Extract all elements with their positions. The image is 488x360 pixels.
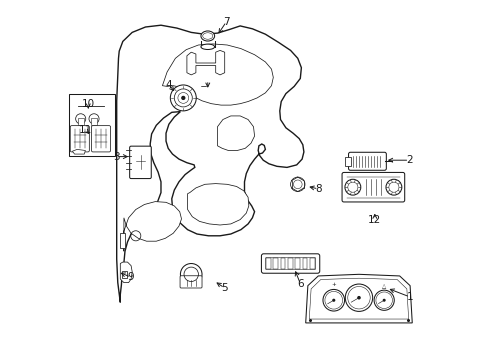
Text: 7: 7 [223,17,229,27]
Circle shape [89,114,99,124]
Polygon shape [122,271,127,278]
Circle shape [76,114,85,124]
Bar [309,258,314,269]
FancyBboxPatch shape [180,276,202,288]
Text: 12: 12 [367,215,381,225]
FancyBboxPatch shape [70,126,89,152]
Text: 9: 9 [127,272,134,282]
Bar [295,258,300,269]
FancyBboxPatch shape [261,254,319,273]
Text: 1: 1 [406,292,412,302]
Circle shape [290,177,305,192]
Circle shape [182,96,184,99]
Circle shape [332,300,334,301]
FancyBboxPatch shape [342,172,404,202]
Polygon shape [187,184,248,225]
Text: △: △ [381,283,386,288]
Circle shape [180,264,202,285]
Text: 10: 10 [81,99,95,109]
Bar [280,258,285,269]
Bar [78,118,83,125]
Circle shape [385,179,401,195]
Ellipse shape [201,31,214,41]
Bar [265,258,270,269]
Polygon shape [162,44,273,105]
Polygon shape [120,233,125,248]
Bar [273,258,278,269]
Polygon shape [217,116,254,150]
FancyBboxPatch shape [348,152,386,170]
Polygon shape [305,274,411,323]
Text: 6: 6 [297,279,304,289]
Text: +: + [331,282,335,287]
Ellipse shape [201,44,214,49]
Bar [91,118,97,125]
FancyBboxPatch shape [91,126,110,152]
Polygon shape [72,149,85,154]
Circle shape [170,85,196,111]
Text: 5: 5 [221,283,227,293]
Polygon shape [117,25,303,302]
Circle shape [383,300,384,301]
FancyBboxPatch shape [129,146,151,179]
Text: 8: 8 [315,184,321,194]
Text: 3: 3 [112,152,119,162]
Bar [345,157,350,166]
Polygon shape [186,50,224,75]
Polygon shape [123,202,181,251]
Bar [287,258,292,269]
Text: 2: 2 [405,155,412,165]
Circle shape [357,297,359,299]
Text: 4: 4 [165,80,172,90]
Bar [302,258,307,269]
Polygon shape [120,262,132,283]
Polygon shape [309,278,408,319]
Bar [69,94,115,156]
Text: 11: 11 [78,125,91,135]
Circle shape [344,179,360,195]
